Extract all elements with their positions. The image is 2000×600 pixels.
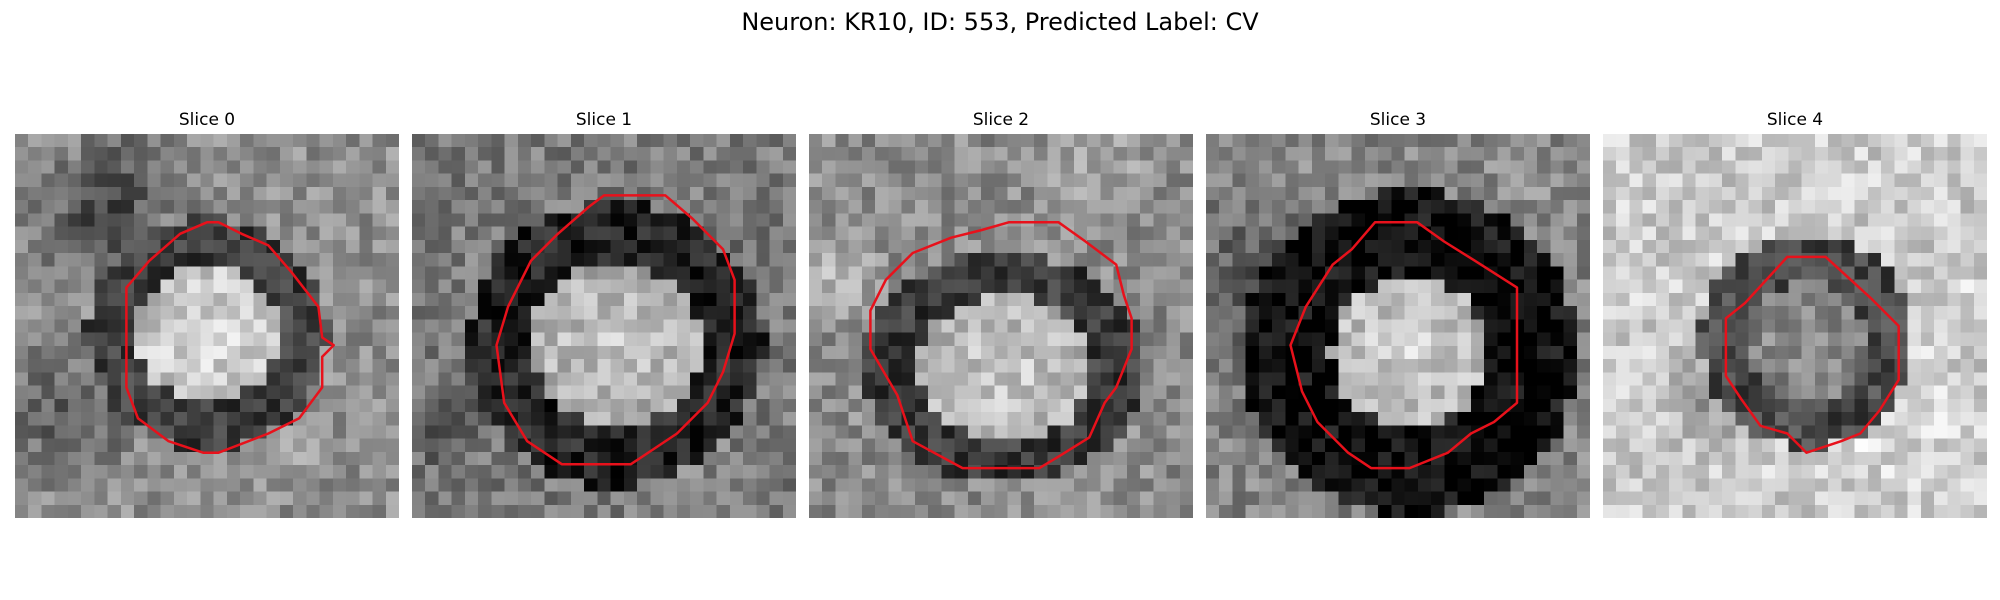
slice-image	[15, 134, 399, 518]
slice-title: Slice 3	[1369, 110, 1427, 130]
slice-image	[412, 134, 796, 518]
neuron-outline	[125, 221, 335, 454]
neuron-outline	[1724, 255, 1900, 454]
neuron-outline	[495, 194, 736, 466]
slice-image	[1603, 134, 1987, 518]
slice-title: Slice 2	[972, 110, 1030, 130]
figure-title: Neuron: KR10, ID: 553, Predicted Label: …	[741, 8, 1259, 36]
slice-image	[809, 134, 1193, 518]
neuron-outline	[869, 221, 1133, 470]
slice-title: Slice 4	[1766, 110, 1824, 130]
slice-title: Slice 0	[178, 110, 236, 130]
slice-image	[1206, 134, 1590, 518]
slice-title: Slice 1	[575, 110, 633, 130]
neuron-outline	[1289, 221, 1519, 470]
